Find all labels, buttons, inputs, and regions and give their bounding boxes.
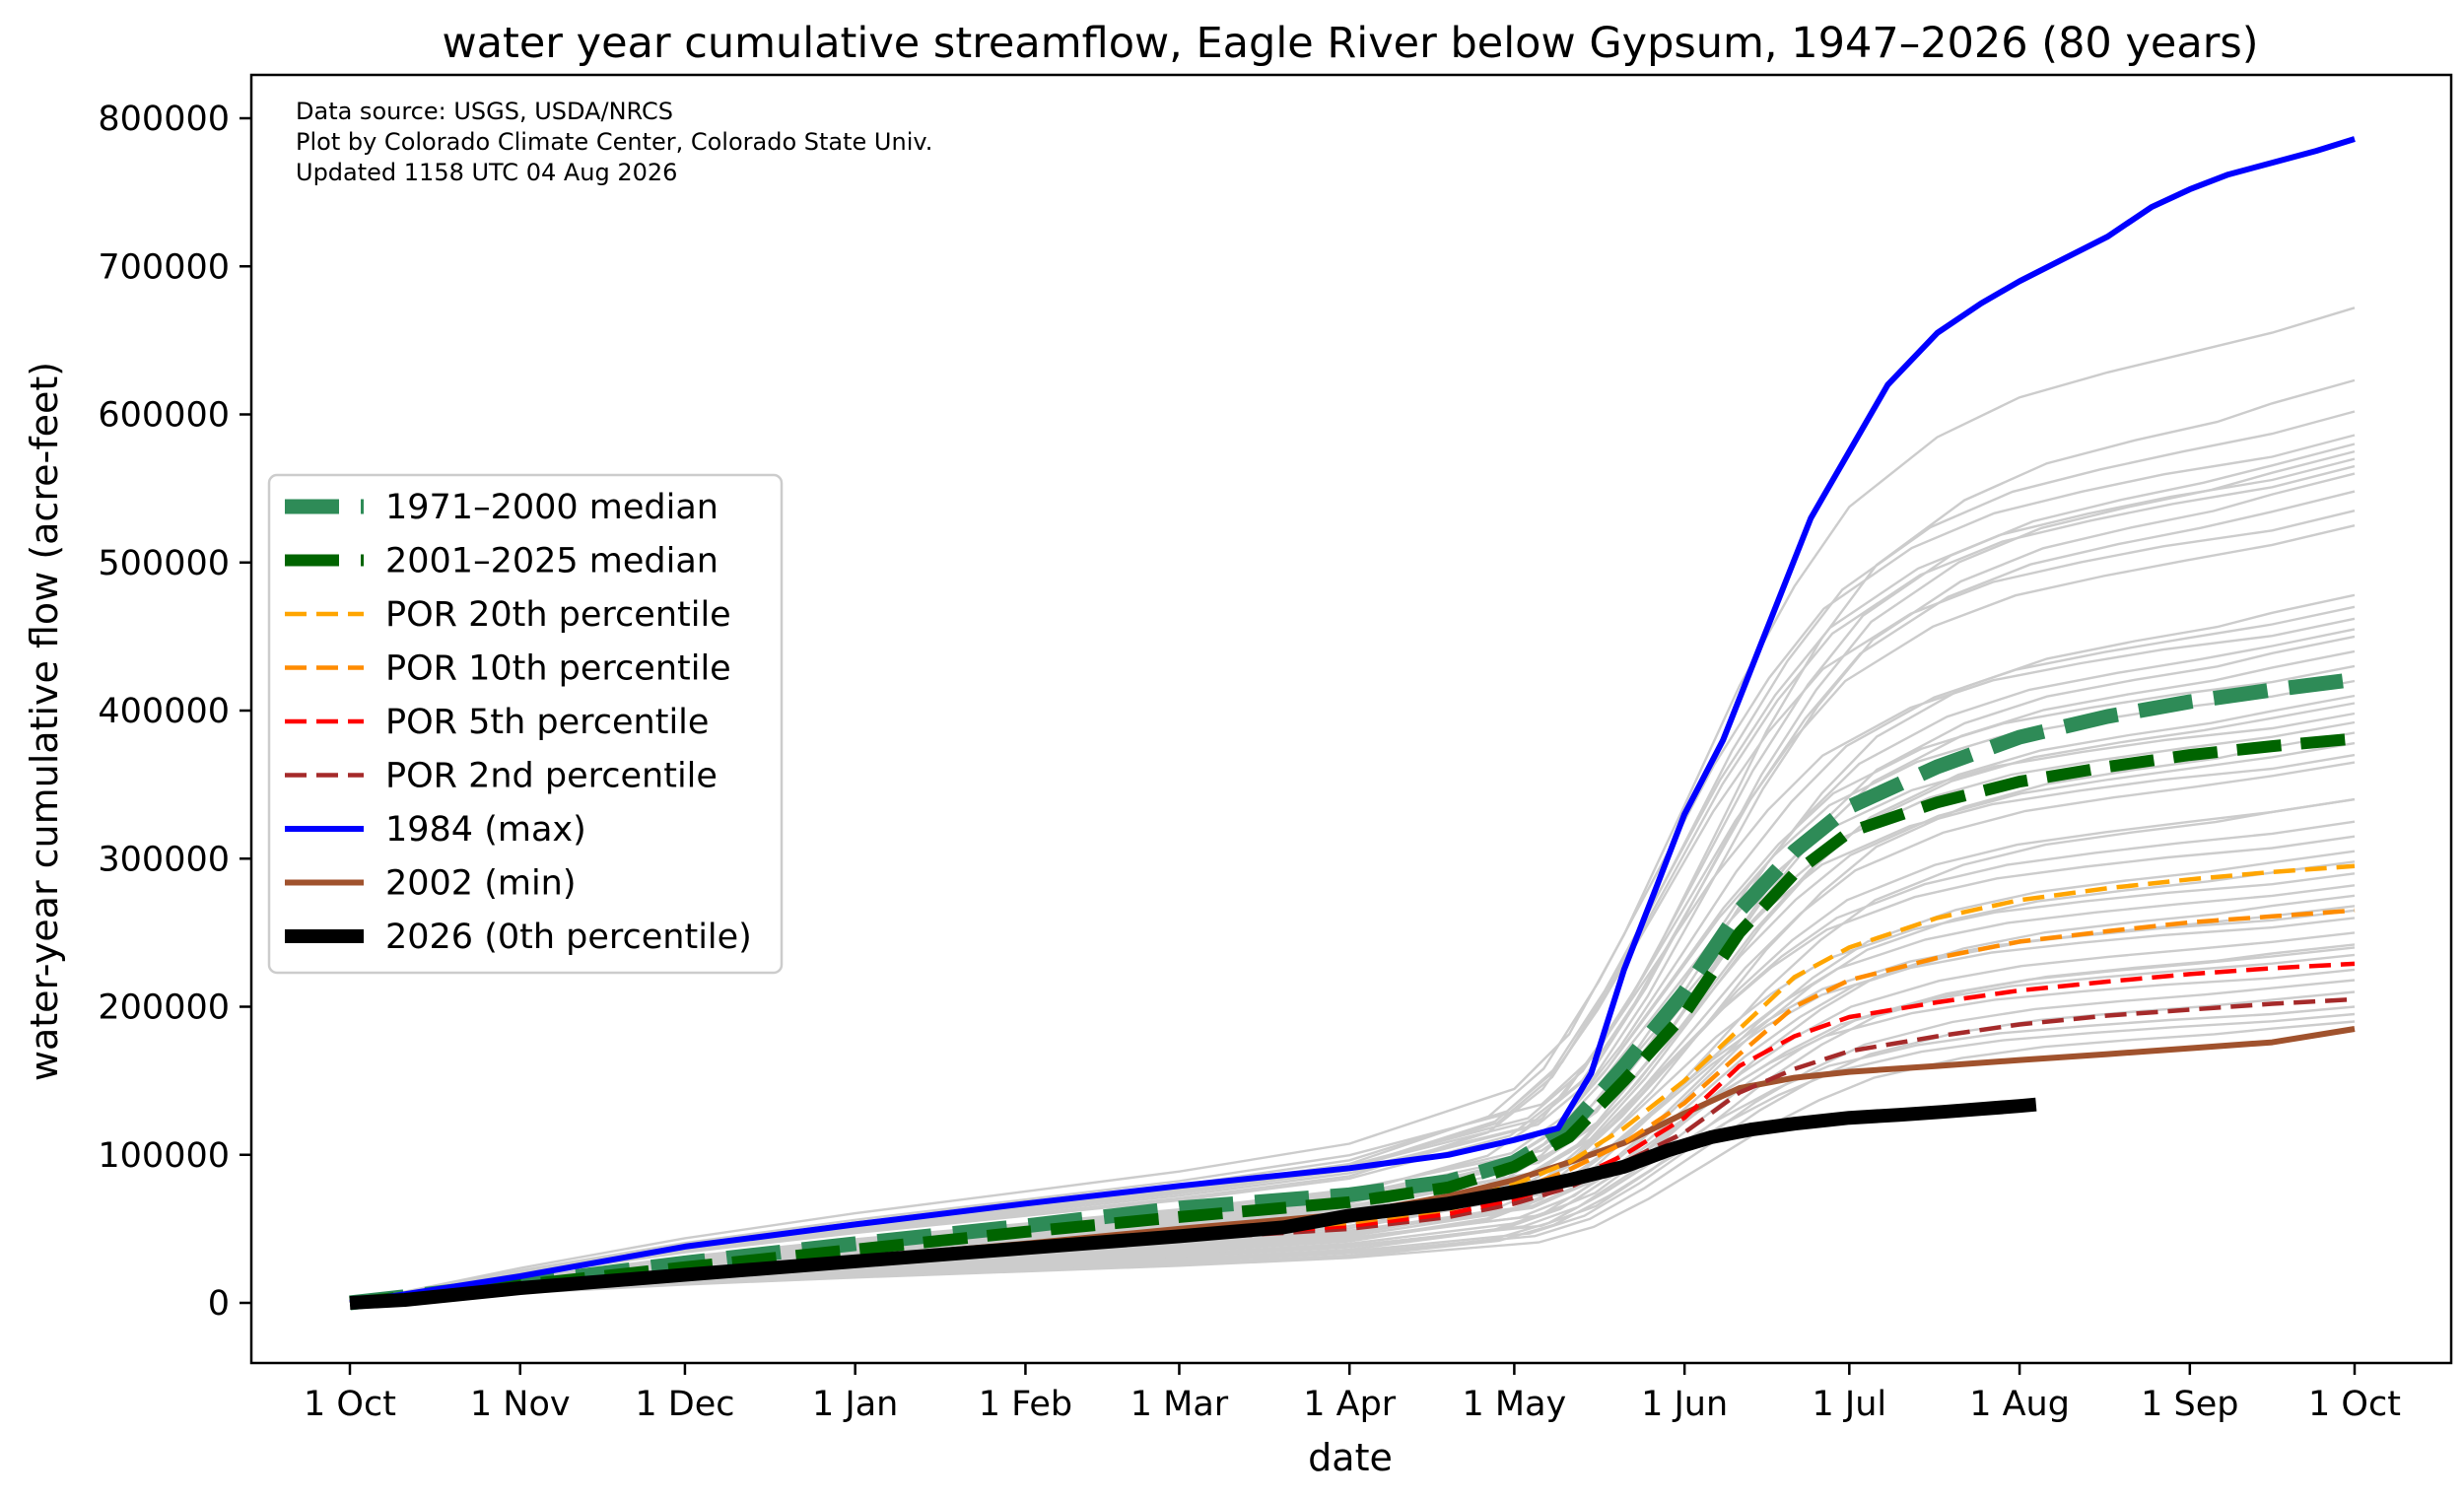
y-tick-label: 200000 <box>98 988 230 1028</box>
plot-area: 1 Oct 1 Nov 1 Dec 1 Jan 1 Feb 1 Mar 1 Apr 1 May… <box>98 73 2453 1424</box>
y-tick-label: 800000 <box>98 100 230 139</box>
x-tick-label: 1 Sep <box>2141 1385 2238 1424</box>
legend-entry-label: POR 10th percentile <box>385 649 731 689</box>
y-tick-label: 0 <box>208 1284 230 1324</box>
legend: 1971–2000 median 2001–2025 median POR 20th… <box>267 473 784 975</box>
series-line-2026-0th-percentile- <box>349 1097 2037 1310</box>
legend-entry-label: 2002 (min) <box>385 864 577 904</box>
x-tick-label: 1 Jun <box>1641 1385 1728 1424</box>
x-tick-label: 1 Mar <box>1130 1385 1229 1424</box>
legend-entry-label: 1971–2000 median <box>385 488 719 527</box>
x-tick-label: 1 Oct <box>304 1385 396 1424</box>
plot-frame <box>249 73 2453 1365</box>
series-line-por-5th-percentile <box>349 961 2356 1306</box>
y-tick-label: 700000 <box>98 247 230 287</box>
x-tick-label: 1 Feb <box>979 1385 1072 1424</box>
x-tick-label: 1 Nov <box>470 1385 571 1424</box>
series-line-2001-2025-median <box>349 732 2356 1309</box>
chart-title: water year cumulative streamflow, Eagle … <box>442 19 2258 68</box>
series-line-1984-max- <box>349 136 2356 1306</box>
y-tick-label: 400000 <box>98 692 230 731</box>
x-tick-label: 1 Jul <box>1813 1385 1887 1424</box>
x-tick-label: 1 Jan <box>812 1385 898 1424</box>
background-year-line <box>349 909 2356 1305</box>
legend-entry-label: 2026 (0th percentile) <box>385 918 752 957</box>
legend-entry-label: POR 2nd percentile <box>385 757 718 796</box>
y-tick-label: 300000 <box>98 840 230 879</box>
series-line-por-10th-percentile <box>349 908 2356 1306</box>
source-line-1: Data source: USGS, USDA/NRCS <box>296 98 673 125</box>
source-line-2: Plot by Colorado Climate Center, Colorad… <box>296 128 932 156</box>
y-tick-label: 500000 <box>98 544 230 583</box>
x-tick-label: 1 Aug <box>1969 1385 2070 1424</box>
legend-entry-label: 2001–2025 median <box>385 542 719 581</box>
background-year-line <box>349 1020 2356 1305</box>
background-year-line <box>349 307 2356 1305</box>
x-tick-label: 1 Oct <box>2308 1385 2401 1424</box>
x-axis-label: date <box>1308 1436 1393 1479</box>
source-line-3: Updated 1158 UTC 04 Aug 2026 <box>296 159 677 186</box>
series-line-por-20th-percentile <box>349 863 2356 1306</box>
legend-entry-label: POR 20th percentile <box>385 595 731 635</box>
x-tick-label: 1 Apr <box>1303 1385 1397 1424</box>
legend-entry-label: POR 5th percentile <box>385 703 709 742</box>
background-year-line <box>349 472 2356 1305</box>
legend-entry-label: 1984 (max) <box>385 810 586 850</box>
series-group <box>349 136 2356 1311</box>
y-axis-label: water-year cumulative flow (acre-feet) <box>23 362 66 1081</box>
y-tick-label: 600000 <box>98 396 230 436</box>
series-line-1971-2000-median <box>349 671 2356 1311</box>
background-year-line <box>349 524 2356 1305</box>
x-tick-label: 1 May <box>1463 1385 1567 1424</box>
legend-box <box>267 473 784 975</box>
series-line-por-2nd-percentile <box>349 996 2356 1306</box>
y-tick-label: 100000 <box>98 1136 230 1176</box>
x-tick-label: 1 Dec <box>635 1385 734 1424</box>
